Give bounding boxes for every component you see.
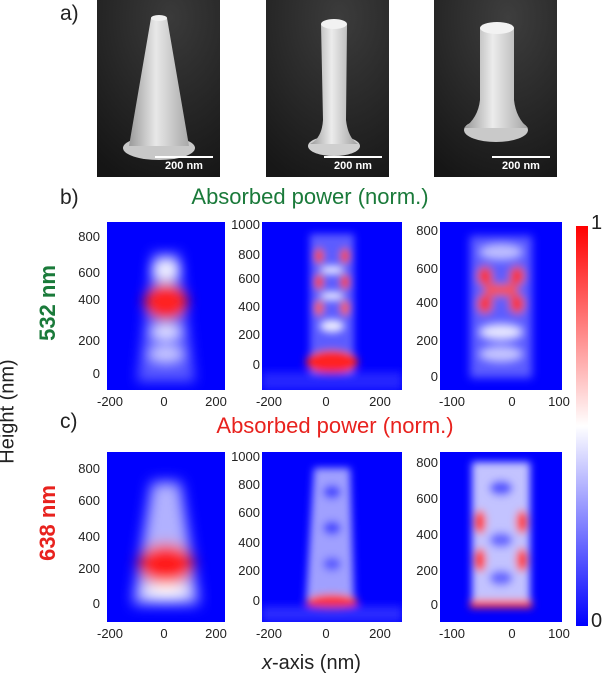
x-axis-title-italic: x bbox=[262, 652, 272, 674]
x-tick-c3: 0 bbox=[508, 626, 516, 641]
scale-bar-3: 200 nm bbox=[492, 156, 550, 172]
x-tick-c1: -200 bbox=[96, 626, 124, 641]
y-tick-c2: 0 bbox=[252, 593, 260, 608]
panel-b-title: Absorbed power (norm.) bbox=[191, 184, 429, 209]
scale-bar-2: 200 nm bbox=[324, 156, 382, 172]
map-b1-532nm-tapered bbox=[107, 222, 225, 390]
x-tick-b2: -200 bbox=[255, 394, 283, 409]
y-tick-c1: 200 bbox=[78, 561, 100, 576]
y-tick-c3: 800 bbox=[416, 455, 438, 470]
panel-c-title: Absorbed power (norm.) bbox=[216, 413, 454, 438]
map-c3-638nm-wide bbox=[440, 452, 562, 622]
y-tick-b3: 600 bbox=[416, 261, 438, 276]
scale-label-2: 200 nm bbox=[334, 160, 372, 172]
scale-label-1: 200 nm bbox=[165, 160, 203, 172]
x-tick-c3: -100 bbox=[438, 626, 466, 641]
x-axis-title: x-axis (nm) bbox=[262, 652, 361, 675]
map-c1-638nm-tapered bbox=[107, 452, 225, 622]
y-tick-c2: 400 bbox=[238, 535, 260, 550]
scale-label-3: 200 nm bbox=[502, 160, 540, 172]
y-tick-b1: 600 bbox=[78, 265, 100, 280]
sem-image-thin-pillar: 200 nm bbox=[266, 0, 389, 177]
y-tick-c2: 200 bbox=[238, 563, 260, 578]
sem-image-wide-pillar: 200 nm bbox=[434, 0, 557, 177]
y-tick-c3: 0 bbox=[430, 597, 438, 612]
x-tick-b3: 100 bbox=[548, 394, 570, 409]
y-tick-b1: 800 bbox=[78, 229, 100, 244]
x-tick-b2: 200 bbox=[369, 394, 391, 409]
y-tick-b1: 400 bbox=[78, 292, 100, 307]
y-tick-b2: 200 bbox=[238, 327, 260, 342]
x-tick-c1: 200 bbox=[205, 626, 227, 641]
y-tick-c1: 400 bbox=[78, 529, 100, 544]
panel-label-a: a) bbox=[60, 2, 79, 25]
map-c2-638nm-thin bbox=[262, 452, 402, 622]
y-tick-b2: 1000 bbox=[231, 217, 260, 232]
x-tick-b1: -200 bbox=[96, 394, 124, 409]
y-tick-b1: 0 bbox=[92, 366, 100, 381]
wavelength-label-532: 532 nm bbox=[35, 265, 60, 341]
y-tick-b3: 0 bbox=[430, 369, 438, 384]
y-tick-b3: 800 bbox=[416, 223, 438, 238]
y-tick-c1: 800 bbox=[78, 461, 100, 476]
x-tick-b2: 0 bbox=[322, 394, 330, 409]
scale-bar-1: 200 nm bbox=[155, 156, 213, 172]
colorbar-min-label: 0 bbox=[591, 610, 603, 632]
x-tick-b3: 0 bbox=[508, 394, 516, 409]
y-tick-c1: 0 bbox=[92, 596, 100, 611]
map-b3-532nm-wide bbox=[440, 222, 562, 390]
x-tick-b3: -100 bbox=[438, 394, 466, 409]
colorbar bbox=[576, 226, 588, 626]
y-tick-b3: 400 bbox=[416, 295, 438, 310]
x-axis-title-rest: -axis (nm) bbox=[272, 652, 361, 674]
y-tick-c2: 800 bbox=[238, 477, 260, 492]
sem-image-tapered-pillar: 200 nm bbox=[97, 0, 220, 177]
y-tick-b2: 400 bbox=[238, 299, 260, 314]
x-tick-c1: 0 bbox=[160, 626, 168, 641]
sem-wide-pillar-graphic bbox=[434, 0, 557, 177]
map-b2-532nm-thin bbox=[262, 222, 402, 390]
y-tick-c3: 600 bbox=[416, 491, 438, 506]
x-tick-c2: 0 bbox=[322, 626, 330, 641]
y-tick-c3: 400 bbox=[416, 527, 438, 542]
panel-label-c: c) bbox=[60, 410, 78, 433]
wavelength-label-638: 638 nm bbox=[35, 485, 60, 561]
sem-tapered-pillar-graphic bbox=[97, 0, 220, 177]
x-tick-c3: 100 bbox=[548, 626, 570, 641]
y-tick-c3: 200 bbox=[416, 563, 438, 578]
colorbar-max-label: 1 bbox=[591, 212, 603, 234]
y-tick-c1: 600 bbox=[78, 493, 100, 508]
y-tick-b3: 200 bbox=[416, 333, 438, 348]
y-tick-c2: 600 bbox=[238, 505, 260, 520]
y-tick-b2: 0 bbox=[252, 357, 260, 372]
x-tick-c2: 200 bbox=[369, 626, 391, 641]
x-tick-c2: -200 bbox=[255, 626, 283, 641]
x-tick-b1: 0 bbox=[160, 394, 168, 409]
y-axis-title: Height (nm) bbox=[0, 359, 19, 464]
x-tick-b1: 200 bbox=[205, 394, 227, 409]
y-tick-b1: 200 bbox=[78, 333, 100, 348]
y-tick-b2: 600 bbox=[238, 271, 260, 286]
sem-thin-pillar-graphic bbox=[266, 0, 389, 177]
panel-label-b: b) bbox=[60, 186, 79, 209]
y-tick-b2: 800 bbox=[238, 247, 260, 262]
y-tick-c2: 1000 bbox=[231, 449, 260, 464]
